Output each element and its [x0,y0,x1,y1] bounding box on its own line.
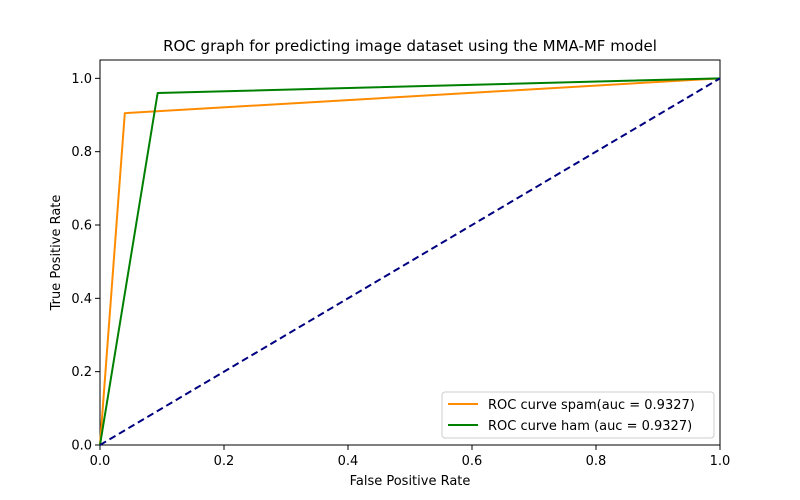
axis-ticks: 0.0 0.2 0.4 0.6 0.8 1.0 0.0 0.2 0.4 0.6 0.8 1.0 [71,72,730,469]
x-tick-label: 0.8 [586,454,607,469]
x-tick-label: 0.2 [214,454,235,469]
y-axis-label: True Positive Rate [49,195,64,312]
x-tick-label: 0.4 [338,454,359,469]
y-tick-label: 0.6 [71,219,92,234]
legend-box [441,391,715,439]
chance-diagonal-line [99,77,721,446]
series-layer [99,77,721,446]
roc-line-ham [99,77,721,446]
chart-title: ROC graph for predicting image dataset u… [163,37,657,55]
y-tick-label: 1.0 [71,72,92,87]
y-tick-label: 0.2 [71,365,92,380]
y-tick-label: 0.4 [71,292,92,307]
x-axis-label: False Positive Rate [350,474,471,489]
x-tick-label: 1.0 [710,454,731,469]
plot-frame [99,59,721,446]
y-tick-label: 0.8 [71,145,92,160]
legend: ROC curve spam(auc = 0.9327) ROC curve h… [441,391,715,439]
x-tick-label: 0.6 [462,454,483,469]
x-tick-label: 0.0 [90,454,111,469]
legend-label-spam: ROC curve spam(auc = 0.9327) [488,398,695,413]
roc-line-spam [99,77,721,446]
legend-label-ham: ROC curve ham (auc = 0.9327) [488,419,692,434]
y-tick-label: 0.0 [71,439,92,454]
